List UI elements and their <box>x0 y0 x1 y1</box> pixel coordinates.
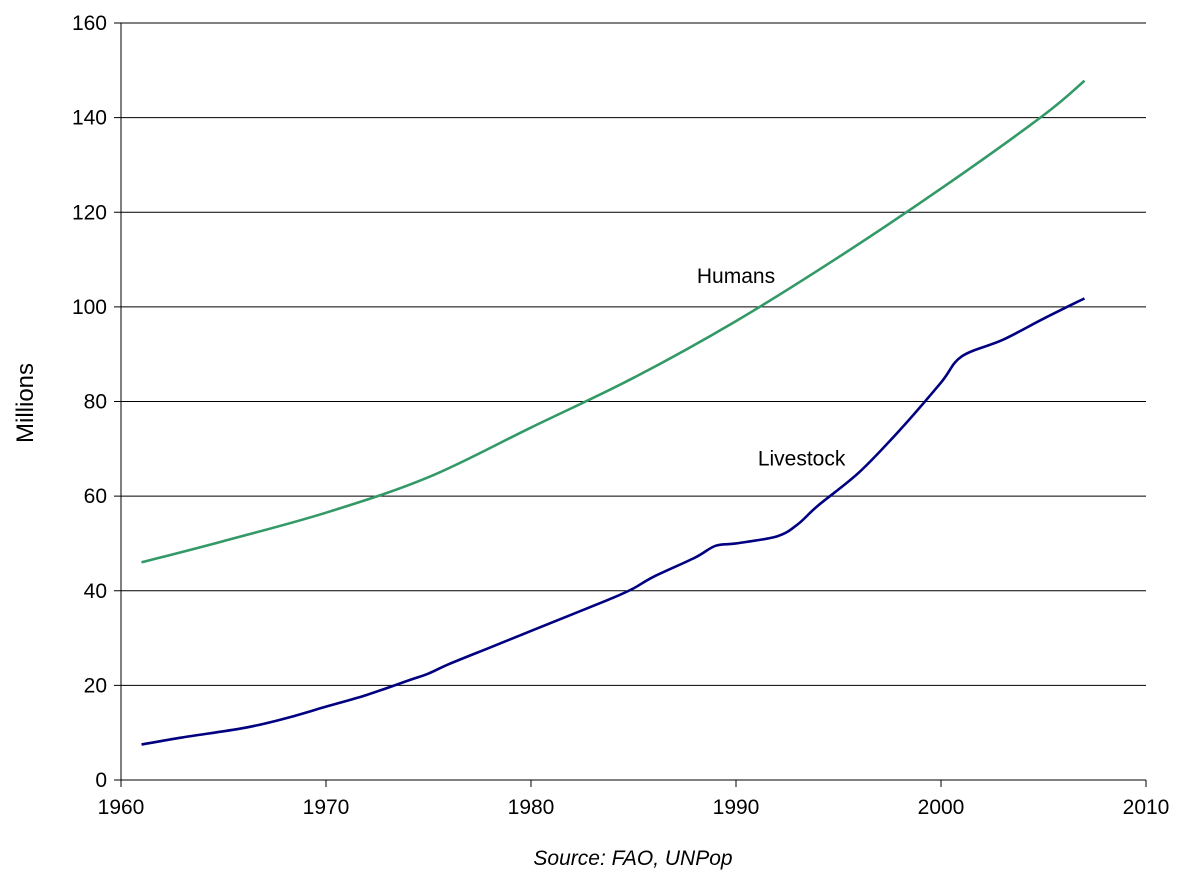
y-tick-label: 40 <box>84 580 107 603</box>
x-tick-label: 1990 <box>713 796 760 819</box>
x-tick-label: 2000 <box>918 796 965 819</box>
x-tick-label: 1960 <box>98 796 145 819</box>
series-layer <box>141 79 1086 746</box>
annotation-humans: Humans <box>697 265 775 288</box>
x-tick-label: 2010 <box>1123 796 1170 819</box>
y-tick-label: 140 <box>72 107 107 130</box>
annotations: Humans Livestock <box>697 265 846 470</box>
tick-labels: 0 20 40 60 80 100 120 140 160 1960 1970 1980 1990 200… <box>72 12 1169 819</box>
x-tick-label: 1970 <box>303 796 350 819</box>
gridlines <box>121 22 1146 686</box>
y-tick-label: 20 <box>84 674 107 697</box>
x-tick-label: 1980 <box>508 796 555 819</box>
y-axis-label: Millions <box>12 363 39 443</box>
y-tick-label: 80 <box>84 391 107 414</box>
y-tick-label: 0 <box>95 769 107 792</box>
y-tick-label: 160 <box>72 12 107 35</box>
annotation-livestock: Livestock <box>758 447 846 470</box>
y-tick-label: 60 <box>84 485 107 508</box>
y-tick-label: 120 <box>72 201 107 224</box>
axes <box>114 22 1147 787</box>
series-line-humans <box>141 79 1086 564</box>
y-tick-label: 100 <box>72 296 107 319</box>
series-line-livestock <box>141 297 1086 746</box>
source-note: Source: FAO, UNPop <box>533 847 732 870</box>
